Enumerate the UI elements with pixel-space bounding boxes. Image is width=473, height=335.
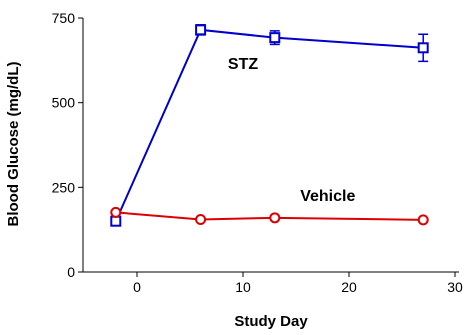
y-tick-label: 250	[52, 179, 76, 195]
y-tick-label: 500	[52, 95, 76, 111]
series-label-vehicle: Vehicle	[300, 188, 355, 205]
data-point	[417, 214, 429, 226]
x-ticks: 0 10 20 30	[133, 272, 463, 295]
series-line	[115, 211, 424, 221]
x-tick-label: 20	[341, 279, 357, 295]
x-tick-label: 0	[133, 279, 141, 295]
x-tick-label: 30	[447, 279, 463, 295]
data-point	[269, 32, 281, 44]
y-ticks: 0 250 500 750	[52, 10, 83, 280]
data-point	[195, 24, 207, 36]
y-axis-title: Blood Glucose (mg/dL)	[5, 62, 22, 227]
data-point	[417, 42, 429, 54]
series-label-stz: STZ	[228, 56, 258, 73]
series-stz	[110, 24, 429, 227]
axes: 0 10 20 30 0 250 500 750	[52, 10, 463, 295]
x-axis-title: Study Day	[234, 313, 308, 330]
y-tick-label: 0	[67, 264, 75, 280]
y-tick-label: 750	[52, 10, 76, 26]
annotations: STZ Vehicle	[228, 56, 356, 205]
data-point	[269, 212, 281, 224]
plot-area	[110, 24, 429, 227]
data-point	[110, 215, 122, 227]
x-tick-label: 10	[235, 279, 251, 295]
data-point	[110, 206, 122, 218]
series-line	[114, 28, 424, 222]
series-vehicle	[110, 206, 429, 226]
data-point	[195, 214, 207, 226]
